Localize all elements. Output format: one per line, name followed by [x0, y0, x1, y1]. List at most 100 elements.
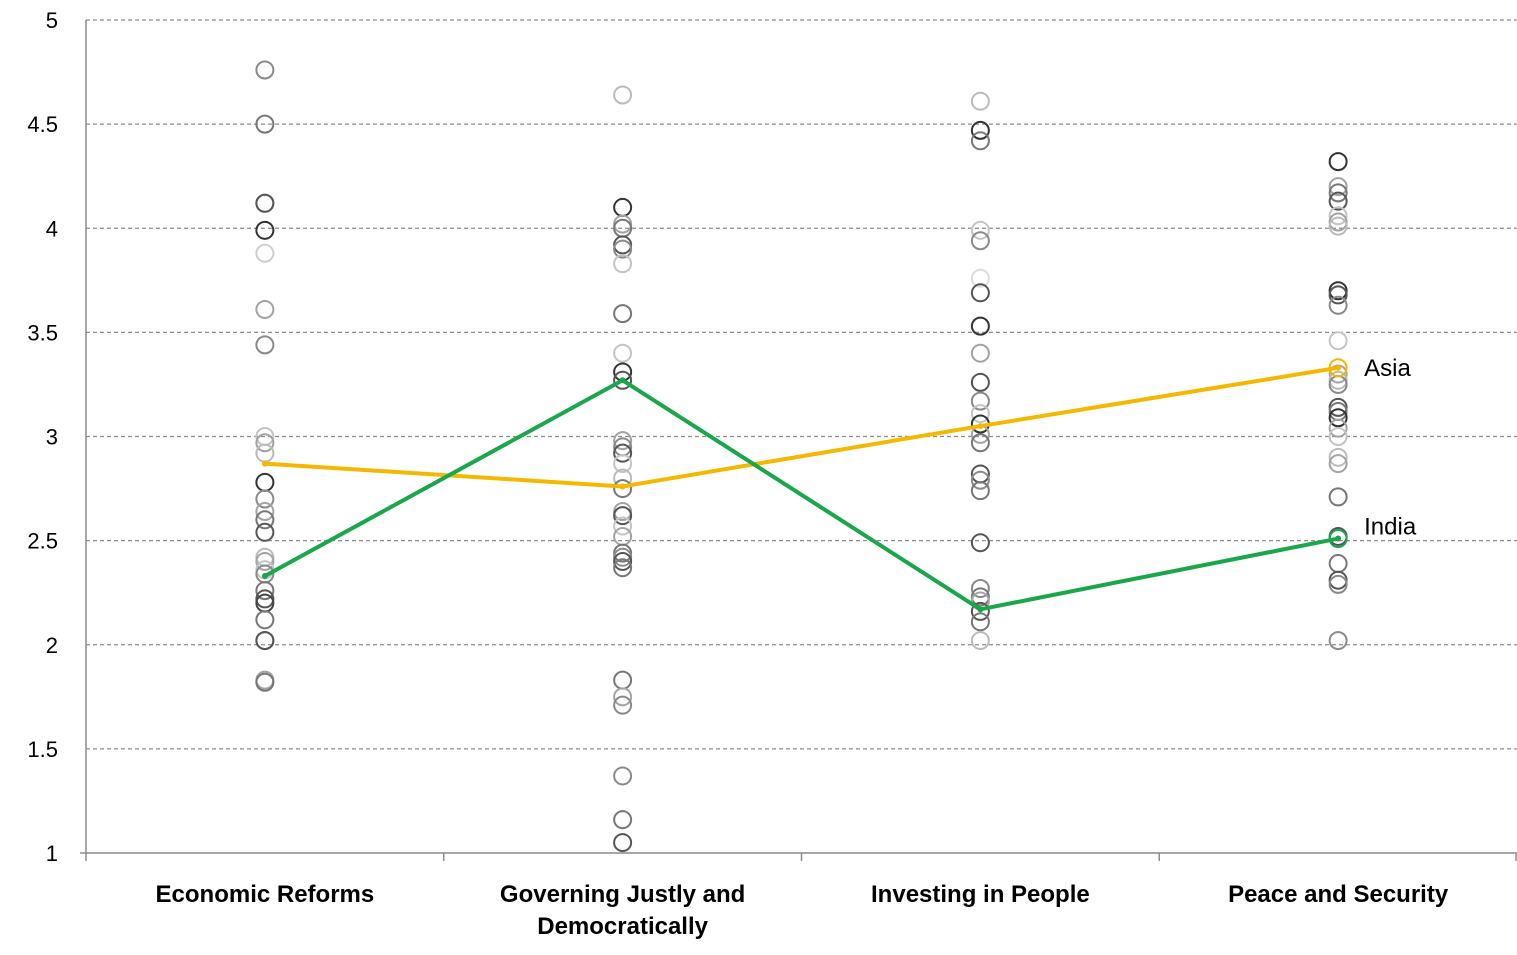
series-point-asia — [619, 483, 626, 490]
country-point — [1328, 331, 1348, 351]
y-tick-label: 5 — [46, 8, 58, 33]
country-point — [255, 243, 275, 263]
country-point — [1328, 206, 1348, 226]
series-label-india: India — [1364, 514, 1417, 541]
series-point-india — [619, 377, 626, 384]
series-point-asia — [261, 460, 268, 467]
country-point — [1328, 487, 1348, 507]
country-point — [613, 766, 633, 786]
country-point — [1328, 183, 1348, 203]
country-point — [255, 299, 275, 319]
country-point — [255, 220, 275, 240]
series-lines — [261, 358, 1348, 613]
x-category-label-line: Peace and Security — [1228, 881, 1449, 908]
country-point — [613, 239, 633, 259]
country-point — [255, 443, 275, 463]
y-tick-label: 1 — [46, 841, 58, 866]
country-point — [255, 581, 275, 601]
country-point — [1328, 418, 1348, 438]
x-category-label-line: Investing in People — [871, 881, 1090, 908]
series-point-asia — [1335, 364, 1342, 371]
country-point — [255, 114, 275, 134]
series-end-marker — [1328, 529, 1348, 549]
country-point — [1328, 152, 1348, 172]
country-point — [255, 489, 275, 509]
country-point — [970, 433, 990, 453]
country-point — [970, 343, 990, 363]
series-label-asia: Asia — [1364, 355, 1411, 382]
country-point — [255, 433, 275, 453]
country-point — [255, 610, 275, 630]
country-point — [613, 479, 633, 499]
country-point — [613, 506, 633, 526]
series-line-india — [263, 378, 1339, 612]
country-point — [970, 579, 990, 599]
country-point — [613, 810, 633, 830]
country-point — [613, 431, 633, 451]
axis-labels: 1 1.5 2 2.5 3 3.5 4 4.5 5 Economic Reforms Governi… — [27, 8, 1448, 940]
country-point — [970, 283, 990, 303]
country-point — [613, 695, 633, 715]
country-point — [970, 268, 990, 288]
country-point — [970, 91, 990, 111]
country-point — [613, 214, 633, 234]
country-point — [970, 131, 990, 151]
country-point — [613, 526, 633, 546]
country-point — [970, 631, 990, 651]
country-point — [1328, 427, 1348, 446]
country-point — [255, 522, 275, 542]
y-tick-label: 3.5 — [27, 320, 58, 345]
country-point — [1328, 374, 1348, 394]
country-point — [613, 85, 633, 105]
country-point — [1328, 570, 1348, 590]
country-point — [613, 687, 633, 707]
country-point — [613, 197, 633, 217]
country-point — [970, 231, 990, 251]
y-tick-label: 4.5 — [27, 112, 58, 137]
country-point — [255, 501, 275, 521]
x-category-label: Governing Justly and Democratically — [500, 881, 745, 940]
country-point — [613, 670, 633, 690]
country-point — [1328, 454, 1348, 474]
country-point — [255, 510, 275, 530]
country-point — [970, 601, 990, 621]
country-point — [613, 551, 633, 571]
country-point — [255, 551, 275, 571]
country-point — [1328, 554, 1348, 574]
country-point — [1328, 631, 1348, 651]
country-point — [1328, 408, 1348, 428]
country-point — [255, 472, 275, 492]
country-point — [613, 343, 633, 363]
country-point — [1328, 191, 1348, 211]
country-point — [970, 120, 990, 140]
x-category-label: Peace and Security — [1228, 881, 1449, 908]
country-point — [613, 516, 633, 536]
series-point-asia — [977, 423, 984, 430]
y-tick-label: 2.5 — [27, 529, 58, 554]
country-point — [613, 370, 633, 390]
country-point — [1328, 177, 1348, 197]
country-point — [255, 593, 275, 613]
country-point — [255, 60, 275, 80]
country-point — [613, 443, 633, 463]
country-point — [1328, 216, 1348, 236]
x-category-label: Investing in People — [871, 881, 1090, 908]
gridlines — [86, 19, 1517, 750]
country-point — [613, 254, 633, 274]
country-point — [970, 391, 990, 411]
y-tick-label: 1.5 — [27, 737, 58, 762]
country-point — [970, 404, 990, 424]
country-point — [613, 833, 633, 853]
y-tick-label: 3 — [46, 425, 58, 450]
country-point — [970, 533, 990, 553]
x-category-label-line: Governing Justly and — [500, 881, 745, 908]
y-tick-label: 2 — [46, 633, 58, 658]
country-point — [255, 193, 275, 213]
country-point — [613, 558, 633, 578]
country-point — [1328, 285, 1348, 305]
series-line-asia — [264, 365, 1339, 489]
x-category-label-line: Economic Reforms — [156, 881, 375, 908]
series-point-india — [1335, 535, 1342, 542]
